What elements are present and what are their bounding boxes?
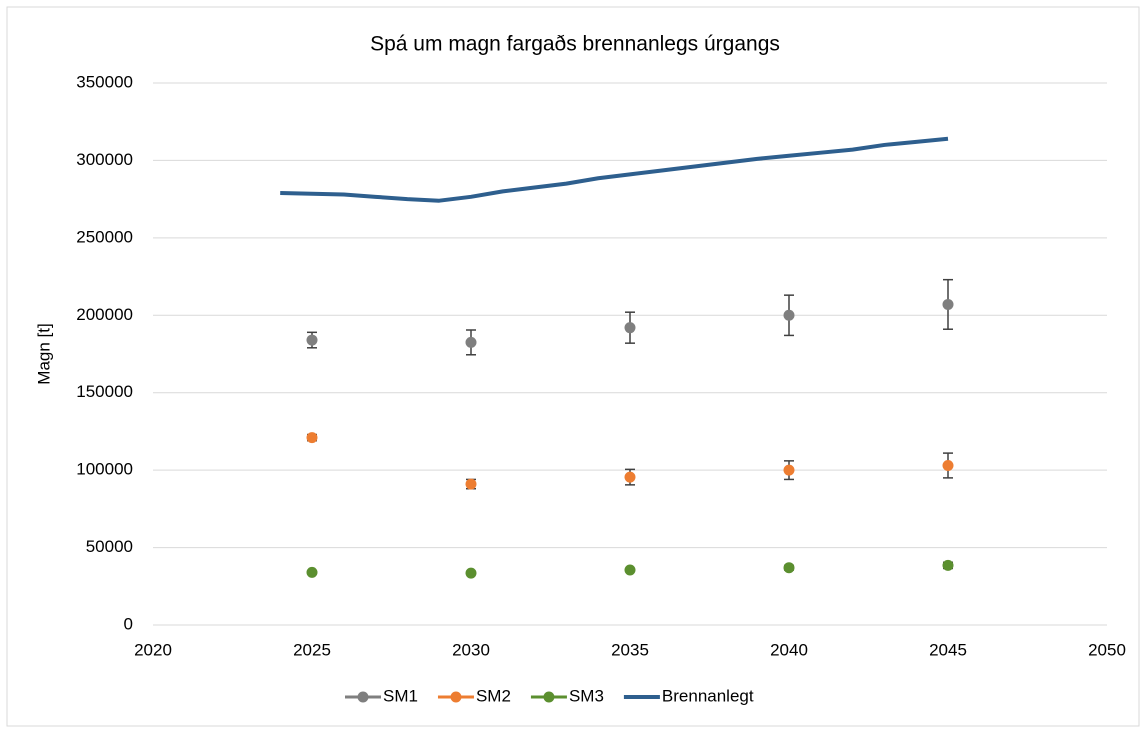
y-tick-label: 100000 xyxy=(76,460,133,479)
marker xyxy=(624,322,636,334)
marker xyxy=(942,459,954,471)
chart-title: Spá um magn fargaðs brennanlegs úrgangs xyxy=(370,33,780,56)
x-tick-label: 2050 xyxy=(1088,640,1126,659)
marker xyxy=(624,564,636,576)
marker xyxy=(942,298,954,310)
y-tick-label: 250000 xyxy=(76,227,133,246)
y-axis-label: Magn [t] xyxy=(34,323,53,384)
marker xyxy=(783,562,795,574)
legend-label: SM2 xyxy=(476,686,511,705)
marker xyxy=(465,567,477,579)
marker xyxy=(783,309,795,321)
chart-frame xyxy=(6,6,1140,727)
legend-label: Brennanlegt xyxy=(662,686,754,705)
x-tick-label: 2025 xyxy=(293,640,331,659)
y-tick-label: 0 xyxy=(124,614,133,633)
marker xyxy=(942,559,954,571)
legend-marker xyxy=(357,691,369,703)
series-line xyxy=(280,136,949,203)
y-tick-label: 350000 xyxy=(76,72,133,91)
y-tick-label: 50000 xyxy=(86,537,133,556)
y-tick-label: 200000 xyxy=(76,305,133,324)
legend-marker xyxy=(450,691,462,703)
y-tick-label: 300000 xyxy=(76,150,133,169)
marker xyxy=(465,478,477,490)
x-tick-label: 2030 xyxy=(452,640,490,659)
x-tick-label: 2035 xyxy=(611,640,649,659)
marker xyxy=(306,432,318,444)
legend-label: SM3 xyxy=(569,686,604,705)
x-tick-label: 2045 xyxy=(929,640,967,659)
x-tick-label: 2040 xyxy=(770,640,808,659)
x-tick-label: 2020 xyxy=(134,640,172,659)
marker xyxy=(306,334,318,346)
marker xyxy=(306,566,318,578)
y-tick-label: 150000 xyxy=(76,382,133,401)
legend-label: SM1 xyxy=(383,686,418,705)
legend-marker xyxy=(543,691,555,703)
marker xyxy=(465,336,477,348)
marker xyxy=(624,471,636,483)
marker xyxy=(783,464,795,476)
